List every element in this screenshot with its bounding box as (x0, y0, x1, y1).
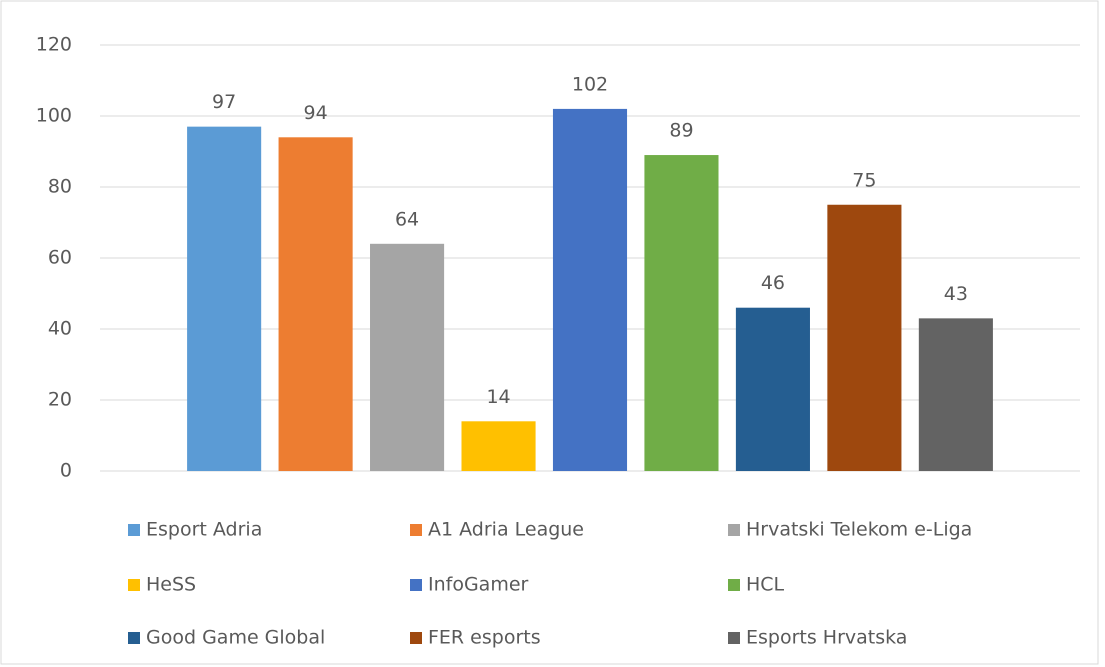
legend-swatch (728, 579, 740, 591)
data-label: 43 (944, 283, 968, 305)
y-tick-label: 120 (36, 34, 72, 56)
data-label: 89 (669, 120, 693, 142)
legend-swatch (128, 579, 140, 591)
bar (370, 243, 445, 471)
bar (644, 155, 719, 472)
y-tick-label: 0 (60, 460, 72, 482)
bar (735, 307, 810, 471)
legend-label: HeSS (146, 574, 196, 596)
legend-swatch (410, 524, 422, 536)
legend-swatch (728, 632, 740, 644)
data-label: 102 (572, 73, 608, 95)
legend-label: FER esports (428, 627, 541, 649)
legend-swatch (128, 524, 140, 536)
legend: Esport Adria A1 Adria League Hrvatski Tele… (128, 519, 972, 649)
legend-swatch (410, 579, 422, 591)
bar (461, 421, 536, 471)
y-tick-label: 20 (48, 389, 72, 411)
legend-swatch (728, 524, 740, 536)
y-tick-label: 60 (48, 247, 72, 269)
legend-label: Esport Adria (146, 519, 262, 541)
data-label: 97 (212, 91, 236, 113)
y-tick-label: 100 (36, 105, 72, 127)
data-label: 94 (304, 102, 328, 124)
legend-label: HCL (746, 574, 785, 596)
legend-swatch (410, 632, 422, 644)
legend-label: Esports Hrvatska (746, 627, 907, 649)
y-tick-label: 40 (48, 318, 72, 340)
bar (918, 318, 993, 471)
y-tick-label: 80 (48, 176, 72, 198)
legend-label: A1 Adria League (428, 519, 584, 541)
legend-label: Hrvatski Telekom e-Liga (746, 519, 972, 541)
legend-label: Good Game Global (146, 627, 325, 649)
bar (278, 137, 353, 472)
data-label: 64 (395, 208, 419, 230)
bar (827, 204, 902, 471)
legend-label: InfoGamer (428, 574, 529, 596)
data-label: 14 (486, 386, 510, 408)
legend-swatch (128, 632, 140, 644)
data-label: 46 (761, 272, 785, 294)
data-label: 75 (852, 169, 876, 191)
bar (187, 126, 262, 472)
bar (552, 108, 628, 472)
